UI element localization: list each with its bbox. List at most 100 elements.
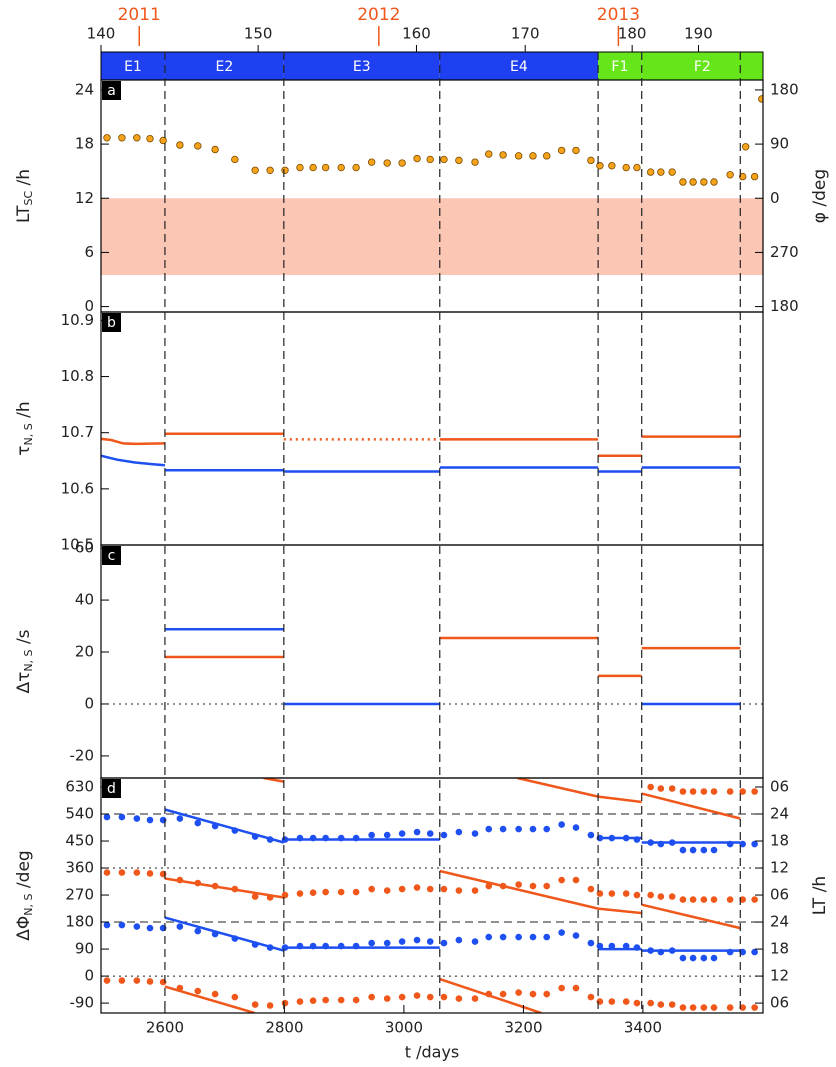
dot bbox=[118, 134, 126, 142]
dot bbox=[739, 896, 746, 903]
x-axis-label: t /days bbox=[405, 1043, 460, 1062]
line bbox=[164, 808, 741, 952]
dot bbox=[668, 1001, 676, 1008]
dot bbox=[426, 993, 434, 1001]
dot bbox=[383, 831, 391, 839]
dot bbox=[499, 933, 507, 941]
panel-label-box bbox=[102, 81, 121, 100]
dot bbox=[587, 939, 595, 947]
dot bbox=[647, 999, 654, 1007]
dot bbox=[309, 997, 317, 1004]
y-tick-label: 540 bbox=[65, 805, 94, 823]
dot bbox=[485, 882, 493, 890]
dot bbox=[211, 990, 219, 998]
dot bbox=[103, 977, 111, 984]
region-label: E4 bbox=[510, 59, 528, 75]
dot bbox=[657, 168, 665, 176]
dot bbox=[726, 896, 734, 903]
y-axis-label-part: ΔΦ bbox=[14, 916, 34, 941]
dot bbox=[543, 933, 551, 941]
y-axis-label-part: N, S bbox=[22, 649, 35, 671]
dot bbox=[471, 158, 479, 166]
dot bbox=[557, 146, 566, 155]
line bbox=[101, 454, 741, 473]
y2-tick-label: 180 bbox=[770, 80, 799, 98]
dot bbox=[668, 168, 676, 176]
dot bbox=[657, 785, 665, 792]
dot bbox=[515, 989, 522, 996]
plot-area bbox=[101, 627, 763, 706]
y-axis-label-part: /s bbox=[14, 629, 34, 649]
dot bbox=[751, 948, 758, 956]
top-tick-label: 190 bbox=[684, 25, 713, 43]
dot bbox=[668, 893, 676, 900]
year-label: 2012 bbox=[357, 5, 400, 25]
y2-axis-label: φ /deg bbox=[810, 169, 830, 223]
line bbox=[164, 627, 741, 706]
dot bbox=[689, 896, 697, 903]
y-axis-label-part: N, S bbox=[22, 423, 35, 445]
dot bbox=[710, 1004, 718, 1011]
plot-area bbox=[101, 95, 763, 275]
y-axis-label-part: /deg bbox=[14, 850, 34, 893]
dot bbox=[133, 869, 141, 876]
dot bbox=[543, 152, 551, 160]
dot bbox=[471, 995, 479, 1002]
dot bbox=[146, 816, 154, 824]
dot bbox=[103, 869, 111, 876]
dot bbox=[398, 830, 406, 837]
dot bbox=[309, 889, 317, 896]
y-tick-label: 270 bbox=[65, 886, 94, 904]
dot bbox=[679, 788, 687, 795]
dot bbox=[296, 890, 304, 897]
y-tick-label: 180 bbox=[65, 913, 94, 931]
panel-frame bbox=[100, 79, 764, 313]
dot bbox=[689, 954, 697, 962]
dot bbox=[352, 888, 360, 896]
dot bbox=[689, 178, 697, 186]
dot bbox=[146, 870, 154, 877]
dot bbox=[499, 151, 507, 159]
dot bbox=[352, 996, 360, 1004]
dot bbox=[608, 998, 616, 1005]
dot bbox=[726, 1004, 734, 1011]
dot bbox=[118, 921, 126, 929]
dot bbox=[710, 178, 718, 186]
dot bbox=[622, 942, 630, 950]
dot bbox=[738, 172, 747, 181]
dot bbox=[194, 927, 202, 935]
dot bbox=[103, 134, 111, 142]
dot bbox=[176, 141, 184, 149]
dot bbox=[572, 146, 580, 155]
y-tick-label: 450 bbox=[65, 832, 94, 850]
dot bbox=[739, 840, 746, 848]
dot bbox=[337, 163, 345, 172]
dot bbox=[440, 885, 448, 893]
y-tick-label: 60 bbox=[75, 539, 94, 557]
panel-frame bbox=[100, 777, 764, 1014]
dot bbox=[426, 830, 434, 837]
panel-label-box bbox=[102, 313, 121, 332]
y2-tick-label: 0 bbox=[770, 189, 780, 207]
y-axis-label-part: SC bbox=[22, 191, 35, 206]
region bbox=[641, 52, 763, 80]
dot bbox=[296, 163, 304, 172]
dot bbox=[118, 977, 126, 984]
dot bbox=[515, 881, 522, 888]
dot bbox=[515, 933, 522, 941]
dot bbox=[657, 893, 665, 900]
dot bbox=[266, 1002, 274, 1009]
dot bbox=[296, 998, 304, 1005]
dot bbox=[251, 166, 259, 174]
dot bbox=[455, 156, 463, 165]
dot bbox=[608, 890, 616, 897]
dot bbox=[413, 828, 421, 836]
dot bbox=[322, 996, 329, 1004]
dot bbox=[398, 993, 406, 1001]
dot bbox=[367, 158, 376, 166]
dot bbox=[426, 938, 434, 945]
shaded-band bbox=[101, 198, 763, 275]
dot bbox=[558, 929, 565, 936]
dot bbox=[176, 923, 184, 930]
dot bbox=[633, 999, 641, 1007]
